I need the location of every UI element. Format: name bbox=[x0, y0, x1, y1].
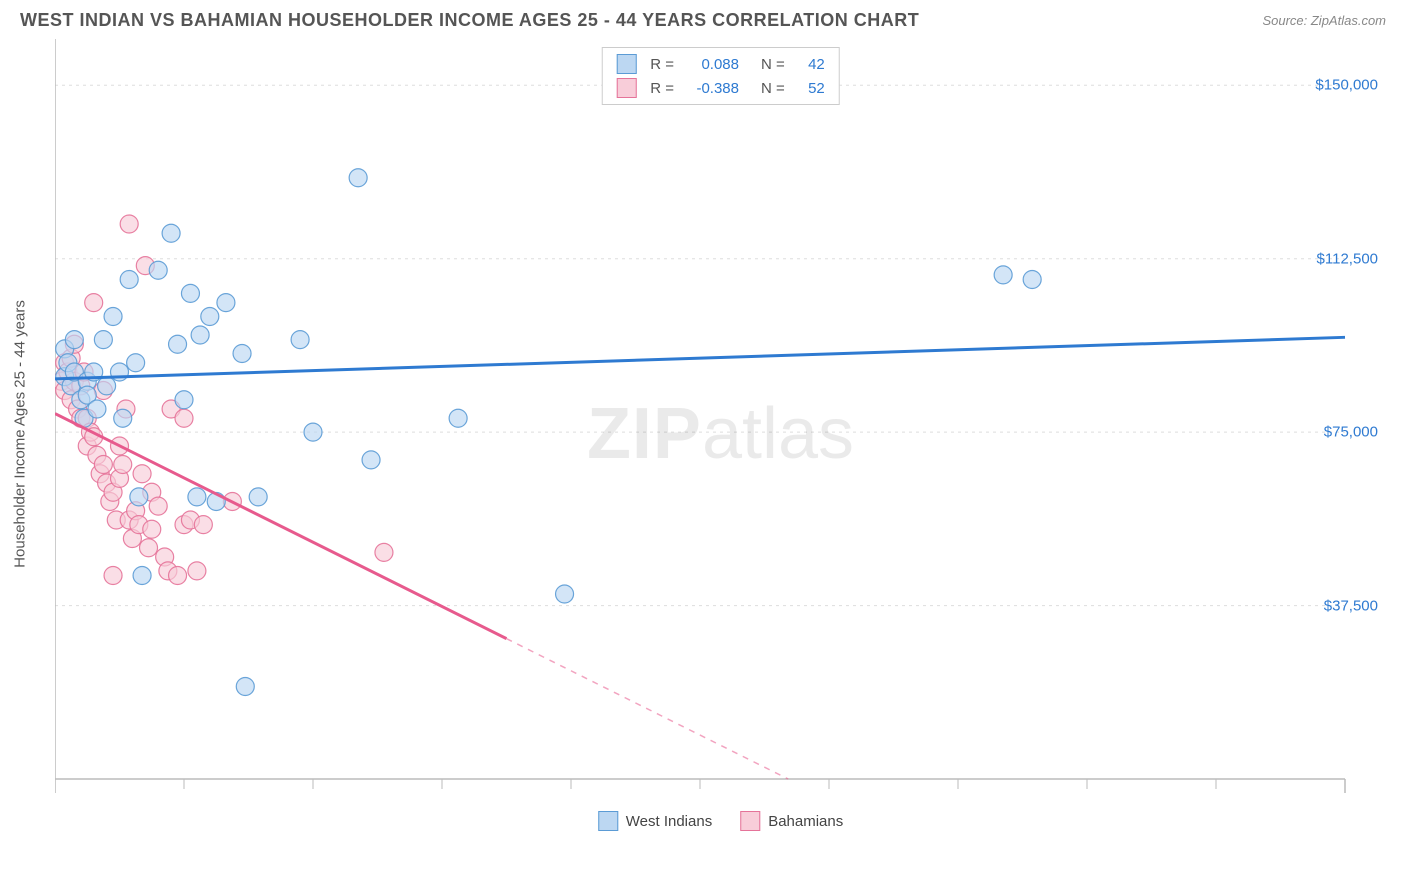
series-swatch bbox=[740, 811, 760, 831]
series-swatch bbox=[598, 811, 618, 831]
legend-label: Bahamians bbox=[768, 813, 843, 830]
n-value: 42 bbox=[795, 56, 825, 73]
y-tick-label: $150,000 bbox=[1315, 77, 1378, 94]
chart-title: WEST INDIAN VS BAHAMIAN HOUSEHOLDER INCO… bbox=[20, 10, 919, 31]
y-axis-label: Householder Income Ages 25 - 44 years bbox=[12, 300, 29, 568]
n-value: 52 bbox=[795, 80, 825, 97]
r-value: 0.088 bbox=[684, 56, 739, 73]
y-tick-label: $75,000 bbox=[1324, 424, 1378, 441]
stats-box: R = 0.088 N = 42 R = -0.388 N = 52 bbox=[601, 47, 840, 105]
r-value: -0.388 bbox=[684, 80, 739, 97]
scatter-plot bbox=[55, 39, 1386, 829]
legend-label: West Indians bbox=[626, 813, 712, 830]
y-tick-label: $37,500 bbox=[1324, 597, 1378, 614]
n-label: N = bbox=[761, 56, 785, 73]
chart-area: Householder Income Ages 25 - 44 years ZI… bbox=[55, 39, 1386, 829]
stats-row: R = -0.388 N = 52 bbox=[602, 76, 839, 100]
n-label: N = bbox=[761, 80, 785, 97]
series-swatch bbox=[616, 78, 636, 98]
y-tick-label: $112,500 bbox=[1317, 250, 1378, 267]
r-label: R = bbox=[650, 80, 674, 97]
source-label: Source: ZipAtlas.com bbox=[1262, 13, 1386, 28]
legend: West Indians Bahamians bbox=[598, 811, 843, 831]
legend-item: West Indians bbox=[598, 811, 712, 831]
stats-row: R = 0.088 N = 42 bbox=[602, 52, 839, 76]
r-label: R = bbox=[650, 56, 674, 73]
series-swatch bbox=[616, 54, 636, 74]
legend-item: Bahamians bbox=[740, 811, 843, 831]
